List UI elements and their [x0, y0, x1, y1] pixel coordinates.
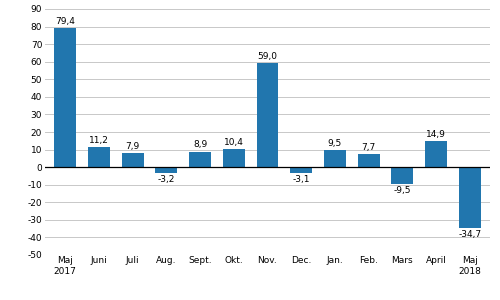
Text: 59,0: 59,0	[258, 52, 278, 62]
Bar	[256, 64, 278, 167]
Bar	[324, 150, 346, 167]
Bar	[189, 152, 211, 167]
Bar	[156, 167, 178, 173]
Bar	[122, 153, 144, 167]
Text: 7,9: 7,9	[126, 142, 140, 151]
Bar	[358, 154, 380, 167]
Text: -34,7: -34,7	[458, 230, 481, 239]
Text: -9,5: -9,5	[394, 186, 411, 195]
Bar	[54, 28, 76, 167]
Text: 7,7: 7,7	[362, 142, 376, 152]
Text: -3,2: -3,2	[158, 175, 175, 184]
Bar	[223, 149, 244, 167]
Bar	[392, 167, 413, 184]
Bar	[290, 167, 312, 172]
Bar	[88, 148, 110, 167]
Text: 8,9: 8,9	[193, 140, 207, 149]
Text: 79,4: 79,4	[56, 16, 75, 26]
Bar	[459, 167, 480, 228]
Text: 10,4: 10,4	[224, 138, 244, 147]
Text: -3,1: -3,1	[292, 175, 310, 184]
Text: 14,9: 14,9	[426, 130, 446, 139]
Text: 9,5: 9,5	[328, 139, 342, 148]
Bar	[425, 141, 447, 167]
Text: 11,2: 11,2	[89, 136, 109, 146]
